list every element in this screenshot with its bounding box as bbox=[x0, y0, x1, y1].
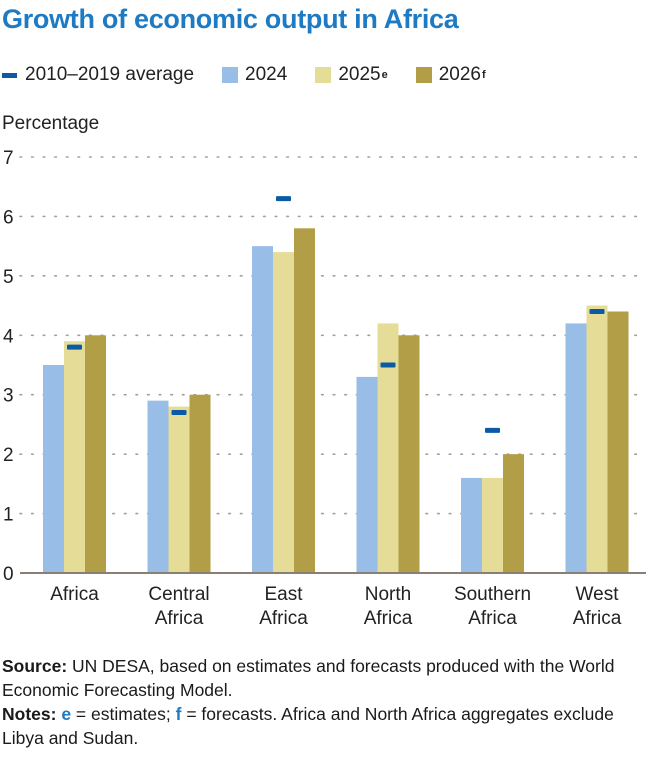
average-marker-5 bbox=[589, 309, 605, 315]
bar-2026-4 bbox=[503, 454, 524, 573]
x-tick-label: Central bbox=[148, 584, 209, 605]
x-tick-label: West bbox=[576, 584, 620, 605]
legend-item-average: 2010–2019 average bbox=[2, 64, 194, 86]
source-text: UN DESA, based on estimates and forecast… bbox=[2, 656, 615, 700]
x-tick-label: Southern bbox=[454, 584, 531, 605]
notes-f-symbol: f bbox=[175, 704, 182, 724]
x-tick-label: Africa bbox=[573, 608, 622, 629]
average-marker-1 bbox=[171, 410, 187, 416]
chart-title: Growth of economic output in Africa bbox=[2, 4, 459, 34]
bar-2026-3 bbox=[398, 335, 420, 573]
legend-label-2026: 2026 bbox=[438, 64, 482, 85]
bar-2026-5 bbox=[607, 311, 629, 573]
average-marker-4 bbox=[485, 427, 500, 433]
x-tick-label: Africa bbox=[364, 608, 413, 629]
x-tick-label: East bbox=[264, 584, 303, 605]
bar-2024-4 bbox=[461, 477, 482, 573]
y-tick-label: 0 bbox=[3, 564, 14, 585]
legend-sup-2025: e bbox=[381, 69, 388, 81]
legend-swatch-2025 bbox=[315, 67, 332, 83]
legend-label-average: 2010–2019 average bbox=[25, 64, 195, 85]
x-tick-label: North bbox=[365, 584, 411, 605]
legend-sup-2026: f bbox=[482, 69, 486, 81]
bar-2024-2 bbox=[252, 246, 273, 573]
legend-item-2025: 2025 e bbox=[315, 64, 388, 86]
source-label: Source: bbox=[2, 656, 68, 676]
y-tick-label: 5 bbox=[3, 267, 14, 288]
notes-label: Notes: bbox=[2, 704, 57, 724]
legend-label-2025: 2025 bbox=[338, 64, 381, 85]
bar-2024-0 bbox=[43, 365, 64, 573]
y-tick-label: 1 bbox=[3, 505, 14, 526]
bar-2025-2 bbox=[273, 252, 294, 574]
bar-2025-5 bbox=[586, 305, 608, 573]
y-tick-label: 4 bbox=[3, 326, 14, 347]
chart-notes: Source: UN DESA, based on estimates and … bbox=[2, 654, 658, 750]
average-marker-0 bbox=[67, 344, 82, 350]
legend-label-2024: 2024 bbox=[245, 64, 288, 85]
bar-2024-3 bbox=[356, 376, 378, 573]
bar-2026-2 bbox=[294, 228, 315, 574]
bar-2026-1 bbox=[189, 394, 211, 573]
bar-2026-0 bbox=[85, 335, 106, 573]
average-marker-2 bbox=[276, 196, 291, 202]
legend-marker-average bbox=[2, 72, 17, 78]
bar-2025-0 bbox=[64, 341, 85, 573]
notes-f-text: = forecasts. Africa and North Africa agg… bbox=[2, 704, 614, 748]
legend-item-2024: 2024 bbox=[222, 64, 287, 86]
bar-2024-1 bbox=[147, 400, 169, 573]
bar-2025-1 bbox=[168, 406, 190, 573]
y-tick-label: 7 bbox=[3, 148, 14, 169]
source-note: Source: UN DESA, based on estimates and … bbox=[2, 654, 658, 702]
legend-swatch-2026 bbox=[415, 67, 432, 83]
notes-note: Notes: e = estimates; f = forecasts. Afr… bbox=[2, 702, 658, 750]
x-tick-label: Africa bbox=[468, 608, 517, 629]
notes-e-text: = estimates; bbox=[71, 704, 176, 724]
legend-swatch-2024 bbox=[222, 67, 239, 83]
legend: 2010–2019 average 2024 2025 e 2026 f bbox=[2, 62, 514, 88]
bar-2024-5 bbox=[565, 323, 587, 573]
y-tick-label: 2 bbox=[3, 445, 14, 466]
y-tick-label: 3 bbox=[3, 386, 14, 407]
y-axis-label: Percentage bbox=[2, 113, 100, 134]
legend-item-2026: 2026 f bbox=[415, 64, 486, 86]
average-marker-3 bbox=[380, 362, 396, 368]
y-tick-label: 6 bbox=[3, 207, 14, 228]
bar-2025-3 bbox=[377, 323, 399, 573]
x-tick-label: Africa bbox=[259, 608, 308, 629]
bar-2025-4 bbox=[482, 477, 503, 573]
x-tick-label: Africa bbox=[155, 608, 204, 629]
chart-plot: 0 1 2 3 4 5 6 7 Africa Central Africa East Africa Nor… bbox=[3, 148, 647, 629]
x-tick-label: Africa bbox=[50, 584, 99, 605]
notes-e-symbol: e bbox=[61, 704, 72, 724]
